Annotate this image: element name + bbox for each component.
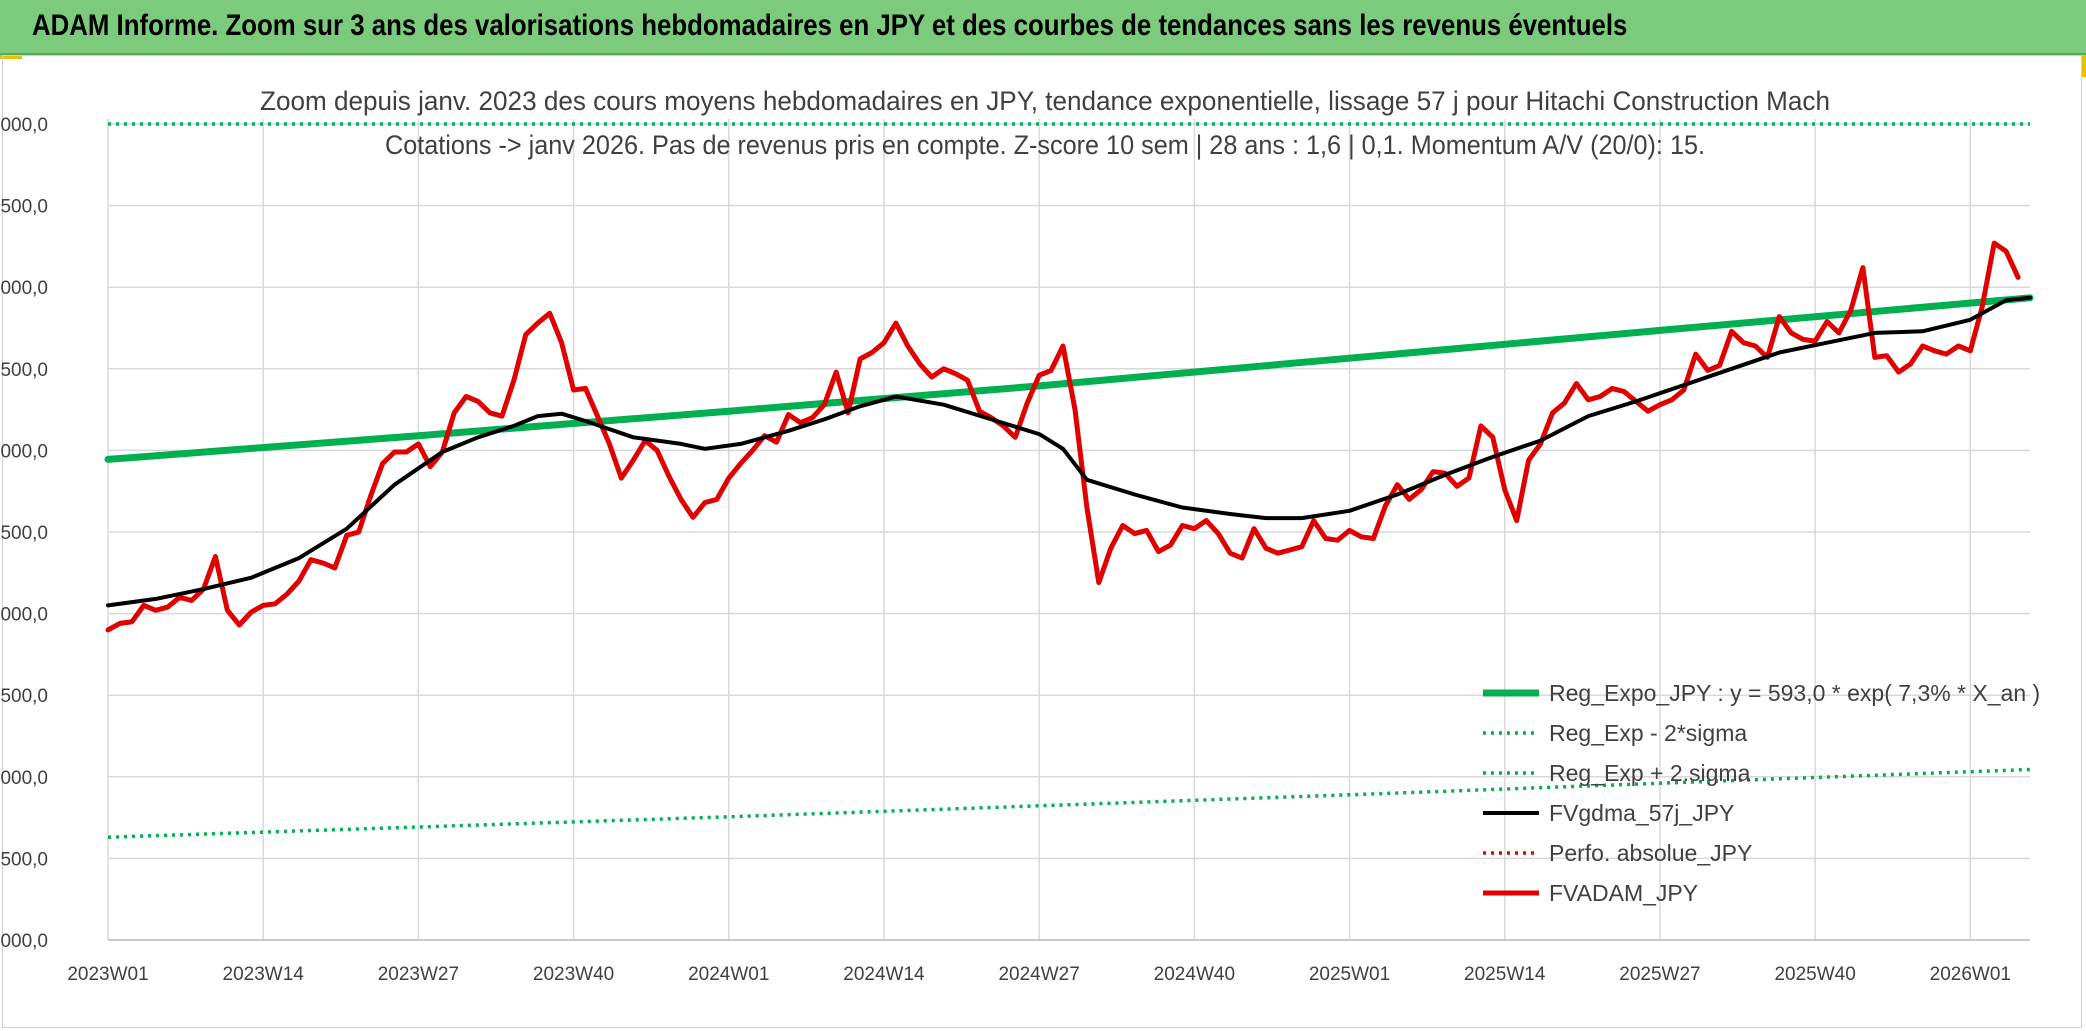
x-tick-label: 2024W40 xyxy=(1154,964,1235,985)
y-tick-label: 2 500,0 xyxy=(0,686,48,707)
y-tick-label: 1 000,0 xyxy=(0,931,48,952)
corner-marker-left xyxy=(0,55,22,59)
legend-label: FVgdma_57j_JPY xyxy=(1549,800,1734,826)
x-tick-label: 2023W14 xyxy=(223,964,305,985)
x-tick-label: 2026W01 xyxy=(1930,964,2011,985)
chart-frame xyxy=(2,55,2082,1028)
smoothed-line xyxy=(106,295,2032,608)
y-tick-label: 4 500,0 xyxy=(0,360,48,381)
legend-label: Reg_Exp - 2*sigma xyxy=(1549,720,1747,746)
x-tick-label: 2023W27 xyxy=(378,964,459,985)
x-tick-label: 2025W27 xyxy=(1619,964,1700,985)
chart-title: Zoom depuis janv. 2023 des cours moyens … xyxy=(260,86,1830,116)
x-tick-label: 2025W14 xyxy=(1464,964,1546,985)
price-line xyxy=(105,240,2021,633)
chart-subtitle: Cotations -> janv 2026. Pas de revenus p… xyxy=(385,130,1705,160)
y-tick-label: 2 000,0 xyxy=(0,768,48,789)
y-tick-label: 5 000,0 xyxy=(0,278,48,299)
legend-label: Reg_Expo_JPY : y = 593,0 * exp( 7,3% * X… xyxy=(1549,680,2040,706)
x-tick-label: 2024W01 xyxy=(688,964,769,985)
series-layer xyxy=(104,122,2034,839)
y-tick-label: 5 500,0 xyxy=(0,197,48,218)
x-tick-label: 2025W01 xyxy=(1309,964,1390,985)
legend-label: Reg_Exp + 2.sigma xyxy=(1549,760,1751,786)
x-tick-label: 2024W14 xyxy=(843,964,925,985)
x-axis-ticks: 2023W01 2023W14 2023W27 2023W40 2024W01 2024W… xyxy=(67,964,2011,985)
legend-label: Perfo. absolue_JPY xyxy=(1549,840,1752,866)
trend-line xyxy=(104,294,2034,463)
x-tick-label: 2024W27 xyxy=(998,964,1079,985)
y-axis-ticks: 1 000,0 1 500,0 2 000,0 2 500,0 3 000,0 3 500… xyxy=(0,115,48,952)
legend-label: FVADAM_JPY xyxy=(1549,880,1698,906)
y-tick-label: 4 000,0 xyxy=(0,441,48,462)
corner-marker-right xyxy=(2082,55,2086,77)
report-banner: ADAM Informe. Zoom sur 3 ans des valoris… xyxy=(0,0,2086,55)
y-tick-label: 1 500,0 xyxy=(0,849,48,870)
y-tick-label: 3 500,0 xyxy=(0,523,48,544)
x-tick-label: 2025W40 xyxy=(1774,964,1855,985)
legend: Reg_Expo_JPY : y = 593,0 * exp( 7,3% * X… xyxy=(1483,680,2040,906)
grid-lines xyxy=(107,119,2030,941)
y-tick-label: 3 000,0 xyxy=(0,605,48,626)
report-title: ADAM Informe. Zoom sur 3 ans des valoris… xyxy=(32,9,1628,42)
y-tick-label: 6 000,0 xyxy=(0,115,48,136)
x-tick-label: 2023W01 xyxy=(67,964,148,985)
x-tick-label: 2023W40 xyxy=(533,964,614,985)
